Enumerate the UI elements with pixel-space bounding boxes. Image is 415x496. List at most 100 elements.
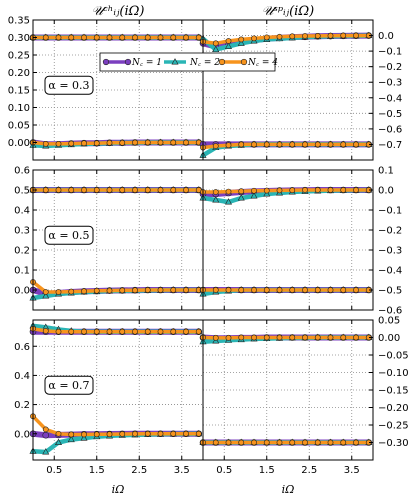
y-tick-label: 0.1 (378, 166, 394, 177)
y-tick-label: 0.6 (14, 342, 30, 353)
data-point (42, 187, 49, 193)
data-point (289, 287, 296, 293)
data-point (132, 287, 138, 294)
data-point (340, 439, 347, 446)
data-point (302, 33, 308, 39)
data-point (195, 430, 202, 437)
data-point (106, 187, 113, 193)
data-point (144, 34, 151, 41)
data-point (302, 141, 308, 148)
data-point (119, 187, 126, 193)
data-point (353, 187, 359, 193)
data-point (263, 439, 270, 446)
data-point (132, 139, 138, 146)
data-point (81, 140, 87, 147)
panel-sp-0: 0.0 −0.1 −0.2 −0.3 −0.4 −0.5 −0.6 −0.7 (199, 19, 402, 161)
y-tick-label: −0.4 (378, 266, 402, 277)
x-tick-label: 2.5 (131, 465, 147, 476)
data-point (170, 34, 177, 41)
y-tick-label: −0.4 (378, 93, 402, 104)
y-tick-label: −0.05 (378, 351, 409, 362)
data-point (263, 287, 270, 293)
y-tick-label: 0.10 (8, 103, 30, 114)
data-point (276, 33, 283, 40)
y-tick-label: 0.2 (14, 246, 30, 257)
data-point (314, 334, 321, 341)
data-point (157, 430, 164, 437)
legend-label: N꜀ = 4 (247, 58, 278, 68)
data-point (237, 194, 245, 201)
y-tick-label: −0.6 (378, 124, 402, 135)
panel-ch-1: 0.0 0.1 0.2 0.3 0.4 0.5 0.6 α = 0.5 (14, 166, 204, 311)
data-point (106, 34, 113, 41)
data-point (42, 328, 49, 334)
data-point (93, 140, 100, 147)
data-point (55, 187, 62, 193)
y-tick-label: 0.15 (8, 86, 30, 97)
data-point (353, 334, 359, 341)
data-point (81, 328, 87, 335)
data-point (170, 430, 177, 437)
y-tick-label: 0.00 (378, 333, 400, 344)
data-point (212, 439, 219, 446)
data-point (68, 187, 75, 193)
data-point (68, 431, 75, 438)
data-point (212, 143, 219, 149)
data-point (54, 438, 63, 446)
data-point (251, 334, 257, 341)
data-point (144, 187, 151, 193)
data-point (157, 328, 164, 335)
panel-frame (202, 19, 374, 161)
data-point (289, 334, 296, 341)
data-point (55, 328, 62, 335)
data-point (251, 35, 257, 42)
data-point (157, 139, 164, 146)
data-point (238, 36, 245, 43)
data-point (276, 334, 283, 341)
data-point (225, 142, 232, 149)
data-point (132, 34, 138, 41)
data-point (157, 287, 164, 293)
data-point (170, 328, 177, 335)
data-point (289, 187, 296, 194)
data-point (93, 187, 100, 193)
legend-marker (171, 58, 179, 65)
data-point (327, 187, 334, 193)
data-point (314, 32, 321, 39)
data-point (55, 430, 62, 437)
data-point (42, 426, 49, 433)
panel-sp-1: 0.1 0.0 −0.1 −0.2 −0.3 −0.4 −0.5 −0.6 (199, 166, 402, 317)
data-point (238, 141, 245, 148)
column-titles: 𝒰ᶜʰᵢⱼ(iΩ) 𝒰ˢᵖᵢⱼ(iΩ) (91, 4, 314, 19)
data-point (212, 40, 219, 47)
data-point (302, 334, 308, 341)
data-point (212, 334, 219, 341)
x-tick-label: 2.5 (301, 465, 317, 476)
y-tick-label: −0.2 (378, 226, 402, 237)
data-point (250, 192, 258, 199)
data-point (42, 431, 50, 439)
data-point (55, 289, 62, 295)
y-tick-label: 0.35 (8, 16, 30, 27)
y-tick-label: 0.0 (14, 429, 30, 440)
y-tick-label: 0.5 (14, 186, 30, 197)
data-point (212, 45, 220, 53)
y-tick-label: 0.3 (14, 226, 30, 237)
y-tick-label: 0.00 (8, 138, 30, 149)
data-point (68, 140, 75, 147)
data-point (225, 334, 232, 341)
alpha-annotation: α = 0.5 (48, 229, 89, 242)
alpha-annotation: α = 0.7 (48, 379, 89, 392)
data-point (289, 141, 296, 148)
data-point (183, 34, 189, 41)
legend-label: N꜀ = 1 (131, 58, 162, 68)
data-point (263, 187, 270, 194)
data-point (224, 198, 233, 205)
y-tick-label: −0.6 (378, 306, 402, 317)
data-point (81, 34, 87, 41)
data-point (144, 430, 151, 437)
data-point (251, 439, 257, 446)
data-point (170, 139, 177, 146)
data-point (237, 39, 245, 46)
